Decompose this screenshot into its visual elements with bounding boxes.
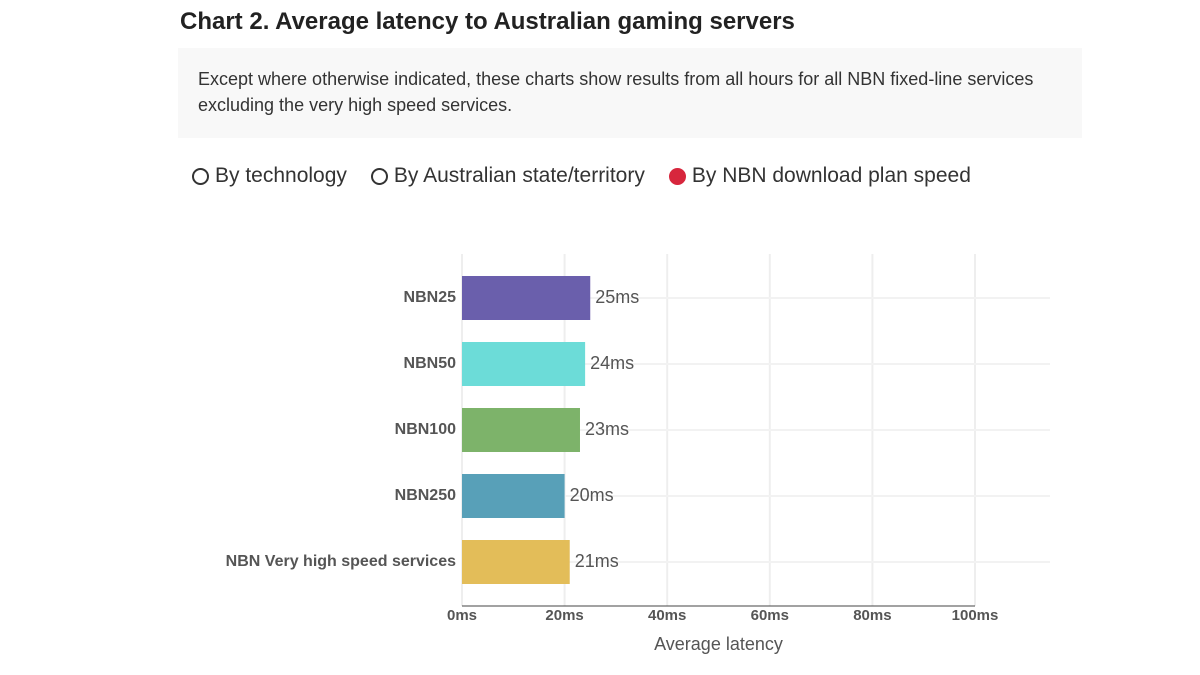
bar (462, 474, 565, 518)
radio-option[interactable]: By NBN download plan speed (668, 164, 971, 188)
y-tick-label: NBN50 (404, 355, 457, 372)
x-tick-label: 80ms (853, 607, 891, 624)
note-box: Except where otherwise indicated, these … (178, 48, 1082, 138)
y-tick-label: NBN Very high speed services (226, 553, 456, 570)
y-tick-label: NBN25 (404, 289, 457, 306)
radio-label[interactable]: By technology (215, 164, 347, 187)
radio-dot[interactable] (370, 167, 388, 185)
y-tick-label: NBN250 (395, 487, 456, 504)
x-tick-label: 0ms (447, 607, 477, 624)
bar (462, 276, 591, 320)
radio-label[interactable]: By Australian state/territory (393, 164, 645, 187)
value-label: 20ms (570, 485, 614, 505)
radio-group: By technology By Australian state/territo… (192, 164, 971, 188)
y-tick-label: NBN100 (395, 421, 456, 438)
value-label: 21ms (575, 551, 619, 571)
radio-option[interactable]: By technology (192, 164, 347, 188)
radio-option[interactable]: By Australian state/territory (370, 164, 645, 188)
page-title: Chart 2. Average latency to Australian g… (180, 8, 795, 35)
value-label: 25ms (595, 287, 639, 307)
x-tick-label: 40ms (648, 607, 686, 624)
radio-label[interactable]: By NBN download plan speed (691, 164, 971, 187)
x-tick-label: 100ms (952, 607, 999, 624)
x-tick-label: 60ms (751, 607, 789, 624)
radio-dot[interactable] (668, 167, 686, 185)
x-tick-label: 20ms (545, 607, 583, 624)
value-label: 23ms (585, 419, 629, 439)
note-text: Except where otherwise indicated, these … (198, 69, 1034, 115)
x-axis-label: Average latency (654, 634, 783, 654)
bar (462, 408, 580, 452)
radio-dot[interactable] (192, 167, 209, 185)
value-label: 24ms (590, 353, 634, 373)
bar (462, 342, 586, 386)
bar (462, 540, 570, 584)
